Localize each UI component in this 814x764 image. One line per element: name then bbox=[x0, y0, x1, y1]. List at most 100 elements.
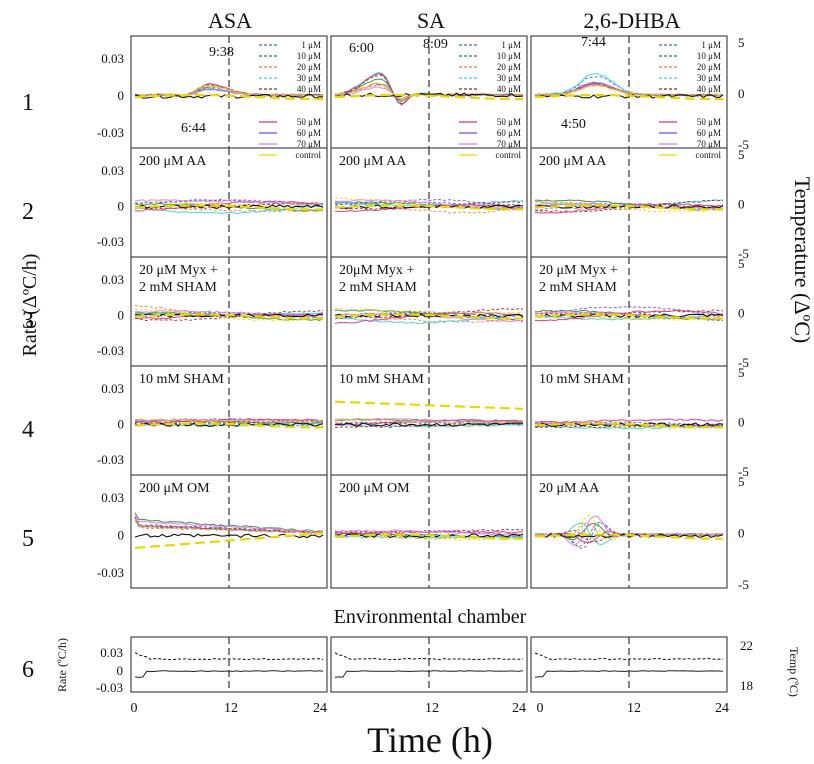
env-temp-tick-bottom: 18 bbox=[740, 678, 753, 693]
rate-tick-label: -0.03 bbox=[97, 452, 124, 467]
row-number-5: 5 bbox=[22, 526, 34, 552]
panel-r4-c3: 10 mM SHAM bbox=[530, 365, 728, 476]
peak-time-annotation: 6:00 bbox=[349, 41, 374, 56]
legend-entry: 30 μM bbox=[297, 73, 321, 83]
legend-entry: 20 μM bbox=[297, 62, 321, 72]
series-trace bbox=[334, 198, 524, 207]
temp-tick-label: 5 bbox=[738, 35, 745, 50]
row-number-3: 3 bbox=[22, 308, 34, 334]
rate-tick-label: 0.03 bbox=[101, 490, 124, 505]
rate-tick-label: -0.03 bbox=[97, 125, 124, 140]
series-trace bbox=[334, 418, 524, 425]
temp-tick-label: 5 bbox=[738, 365, 745, 380]
control-trace bbox=[534, 204, 723, 211]
panel-r3-c3: 20 μM Myx + 2 mM SHAM bbox=[530, 256, 728, 367]
series-trace bbox=[534, 423, 724, 429]
legend-entry: 20 μM bbox=[497, 62, 521, 72]
peak-time-annotation: 7:44 bbox=[581, 35, 606, 50]
legend-entry: 10 μM bbox=[697, 51, 721, 61]
env-rate-trace bbox=[334, 670, 524, 678]
rate-tick-label: 0 bbox=[118, 199, 125, 214]
legend-entry: control bbox=[296, 150, 322, 160]
legend-entry: 1 μM bbox=[501, 40, 521, 50]
panel-r2-c1: 200 μM AA bbox=[130, 147, 328, 258]
panel-label: 10 mM SHAM bbox=[539, 372, 624, 387]
series-trace bbox=[534, 201, 724, 213]
rate-tick-label: -0.03 bbox=[97, 565, 124, 580]
panel-label: 20 μM Myx + bbox=[139, 263, 218, 278]
series-trace bbox=[134, 418, 324, 423]
env-rate-trace bbox=[134, 670, 324, 678]
peak-time-annotation: 9:38 bbox=[209, 45, 234, 60]
row-number-6: 6 bbox=[22, 657, 34, 683]
temp-tick-label: 5 bbox=[738, 474, 745, 489]
row-number-1: 1 bbox=[22, 90, 34, 116]
panel-label: 200 μM OM bbox=[339, 481, 410, 496]
x-tick-asa-24: 24 bbox=[313, 701, 327, 716]
control-trace bbox=[134, 204, 323, 211]
panel-label: 200 μM AA bbox=[339, 154, 407, 169]
x-axis-label: Time (h) bbox=[367, 720, 493, 760]
temp-tick-label: -5 bbox=[738, 137, 749, 152]
peak-time-annotation: 8:09 bbox=[423, 37, 448, 52]
env-temp-trace bbox=[134, 652, 324, 661]
panel-r1-c3 bbox=[530, 35, 728, 149]
legend-entry: 70 μM bbox=[697, 139, 721, 149]
series-trace bbox=[334, 312, 524, 318]
legend-entry: 20 μM bbox=[697, 62, 721, 72]
env-panel-c3 bbox=[530, 636, 728, 693]
legend-entry: 60 μM bbox=[297, 128, 321, 138]
legend-entry: 70 μM bbox=[297, 139, 321, 149]
rate-tick-label: 0 bbox=[118, 308, 125, 323]
series-trace bbox=[134, 85, 324, 97]
series-trace bbox=[334, 528, 524, 534]
series-trace bbox=[134, 200, 324, 212]
control-trace bbox=[134, 422, 323, 429]
legend-entry: 1 μM bbox=[301, 40, 321, 50]
legend-entry: 60 μM bbox=[497, 128, 521, 138]
baseline-trace bbox=[334, 422, 524, 427]
env-panel-c2 bbox=[330, 636, 528, 693]
control-trace bbox=[334, 313, 523, 320]
rate-tick-label: 0.03 bbox=[101, 51, 124, 66]
series-trace bbox=[534, 309, 724, 322]
panel-label: 200 μM OM bbox=[139, 481, 210, 496]
panel-r2-c3: 200 μM AA bbox=[530, 147, 728, 258]
control-trace bbox=[334, 533, 523, 540]
control-trace bbox=[134, 532, 324, 550]
control-trace bbox=[534, 313, 723, 320]
control-trace bbox=[334, 93, 523, 101]
panel-label: 10 mM SHAM bbox=[139, 372, 224, 387]
env-temp-trace bbox=[534, 652, 724, 661]
control-trace bbox=[134, 313, 323, 320]
x-tick-dhba-24: 24 bbox=[715, 701, 729, 716]
series-trace bbox=[534, 418, 724, 424]
panel-r3-c1: 20 μM Myx + 2 mM SHAM bbox=[130, 256, 328, 367]
control-trace bbox=[534, 93, 723, 101]
legend-entry: 40 μM bbox=[697, 84, 721, 94]
x-tick-sa-24: 24 bbox=[512, 701, 526, 716]
rate-tick-label: -0.03 bbox=[97, 343, 124, 358]
series-trace bbox=[134, 518, 324, 534]
panel-label: 10 mM SHAM bbox=[339, 372, 424, 387]
rate-tick-label: 0.03 bbox=[101, 163, 124, 178]
series-trace bbox=[534, 85, 724, 97]
x-tick-asa-0: 0 bbox=[131, 701, 138, 716]
panel-label: 200 μM AA bbox=[139, 154, 207, 169]
legend-entry: 50 μM bbox=[697, 117, 721, 127]
rate-tick-label: -0.03 bbox=[97, 234, 124, 249]
x-tick-dhba-0: 0 bbox=[537, 701, 544, 716]
env-rate-label: Rate (ºC/h) bbox=[55, 638, 69, 692]
rate-tick-label: 0 bbox=[118, 417, 125, 432]
plot-layers: 0.03 0 -0.03 5 0 -5 200 μM AA 0.03 0 -0.03 200 μM … bbox=[97, 35, 749, 693]
legend-entry: 40 μM bbox=[497, 84, 521, 94]
x-tick-asa-12: 12 bbox=[224, 701, 238, 716]
env-rate-tick-mid: 0 bbox=[117, 663, 124, 678]
temp-tick-label: 0 bbox=[738, 306, 745, 321]
legend-entry: 30 μM bbox=[497, 73, 521, 83]
panel-r4-c2: 10 mM SHAM bbox=[330, 365, 528, 476]
env-rate-tick-top: 0.03 bbox=[100, 645, 123, 660]
control-trace bbox=[534, 533, 723, 540]
legend-entry: control bbox=[496, 150, 522, 160]
